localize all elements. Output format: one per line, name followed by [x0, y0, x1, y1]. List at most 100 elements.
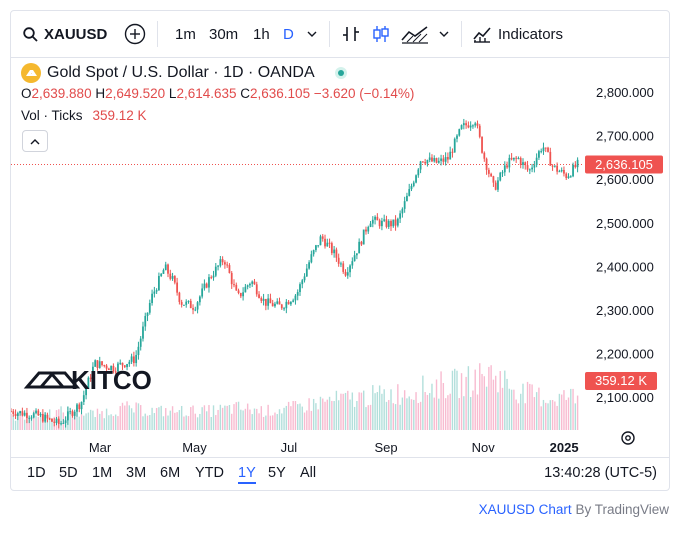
candle-body: [28, 417, 31, 419]
candle-body: [560, 169, 563, 172]
candle-style-button[interactable]: [371, 11, 391, 57]
range-all[interactable]: All: [300, 465, 317, 481]
volume-bar: [374, 393, 376, 430]
volume-bar: [417, 403, 420, 430]
interval-d[interactable]: D: [283, 25, 294, 43]
volume-value: 359.12 K: [92, 108, 147, 123]
range-5y[interactable]: 5Y: [268, 465, 286, 481]
candle-body: [569, 176, 572, 178]
bars-icon: [343, 27, 359, 41]
chart-style-dropdown[interactable]: [439, 11, 449, 57]
candle-body: [419, 161, 422, 170]
volume-bar: [326, 399, 328, 430]
chart-canvas[interactable]: 2,800.000 2,700.000 2,600.000 2,500.000 2,40…: [11, 58, 669, 457]
candle-body: [462, 123, 465, 126]
clock-timezone[interactable]: 13:40:28 (UTC-5): [544, 465, 657, 481]
volume-bar: [554, 401, 556, 430]
candle-body: [472, 125, 474, 127]
candle-body: [333, 249, 336, 254]
bar-style-button[interactable]: [341, 11, 361, 57]
interval-dropdown[interactable]: [307, 11, 317, 57]
candle-body: [235, 284, 238, 291]
candle-body: [242, 292, 245, 297]
candle-body: [64, 420, 67, 424]
volume-bar: [124, 405, 126, 430]
volume-bar: [21, 415, 24, 430]
interval-30m[interactable]: 30m: [209, 25, 239, 43]
candle-body: [37, 410, 40, 416]
volume-bar: [249, 409, 251, 430]
candle-body: [572, 164, 574, 177]
symbol-search[interactable]: XAUUSD: [23, 11, 107, 57]
candle-body: [299, 284, 301, 293]
collapse-legend-button[interactable]: [22, 130, 48, 152]
range-6m[interactable]: 6M: [160, 465, 181, 481]
candle-body: [137, 346, 140, 356]
candle-body: [267, 298, 270, 306]
candle-body: [14, 414, 17, 416]
candle-body: [503, 165, 506, 173]
volume-bar: [454, 368, 456, 430]
volume-bar: [203, 405, 206, 430]
volume-bar: [149, 414, 151, 430]
candle-body: [96, 360, 99, 368]
range-1m[interactable]: 1M: [92, 465, 113, 481]
volume-bar: [283, 407, 285, 430]
candle-body: [446, 157, 449, 160]
area-style-button[interactable]: [401, 11, 429, 57]
volume-bar: [80, 414, 83, 430]
volume-bar: [180, 405, 183, 430]
candle-body: [406, 195, 408, 202]
settings-gear-icon[interactable]: [621, 431, 635, 445]
range-1y[interactable]: 1Y: [238, 465, 256, 484]
volume-bar: [428, 393, 431, 430]
range-1d[interactable]: 1D: [27, 465, 46, 481]
candle-body: [103, 365, 106, 367]
candle-body: [246, 285, 249, 287]
volume-bar: [89, 409, 92, 430]
candle-body: [151, 293, 153, 304]
volume-bar: [153, 412, 156, 430]
interval-1m[interactable]: 1m: [175, 25, 196, 43]
volume-bar: [535, 392, 538, 430]
candle-body: [251, 281, 254, 284]
candle-body: [167, 264, 169, 274]
volume-bar: [258, 413, 260, 430]
candle-body: [258, 294, 260, 298]
volume-bar: [135, 402, 137, 430]
range-3m[interactable]: 3M: [126, 465, 147, 481]
indicators-button[interactable]: Indicators: [472, 11, 563, 57]
candle-body: [269, 298, 272, 304]
compare-symbol-button[interactable]: [124, 11, 146, 57]
volume-bar: [187, 416, 190, 430]
candle-body: [285, 301, 288, 309]
volume-bar: [381, 393, 383, 430]
volume-bar: [231, 413, 233, 430]
candle-body: [23, 412, 26, 416]
range-toolbar: 1D 5D 1M 3M 6M YTD 1Y 5Y All 13:40:28 (U…: [11, 457, 669, 492]
volume-bar: [560, 394, 563, 430]
candle-body: [317, 245, 320, 247]
volume-bar: [194, 413, 197, 430]
volume-bar: [185, 415, 187, 430]
candle-body: [87, 377, 90, 389]
candle-body: [399, 213, 402, 219]
candle-body: [474, 123, 477, 126]
candle-body: [481, 136, 483, 153]
range-ytd[interactable]: YTD: [195, 465, 224, 481]
volume-badge-text: 359.12 K: [595, 373, 647, 388]
candle-body: [274, 303, 276, 307]
volume-bar: [440, 371, 442, 430]
chart-link[interactable]: XAUUSD Chart: [478, 502, 572, 517]
volume-bar: [215, 415, 217, 430]
candle-body: [130, 356, 133, 362]
volume-bar: [349, 399, 351, 430]
legend-title-row: Gold Spot / U.S. Dollar · 1D · OANDA: [21, 63, 347, 83]
volume-bar: [306, 410, 308, 430]
candle-body: [390, 220, 392, 227]
interval-1h[interactable]: 1h: [253, 25, 270, 43]
candle-body: [456, 135, 458, 139]
candle-body: [160, 273, 163, 276]
range-5d[interactable]: 5D: [59, 465, 78, 481]
volume-bar: [574, 403, 577, 430]
